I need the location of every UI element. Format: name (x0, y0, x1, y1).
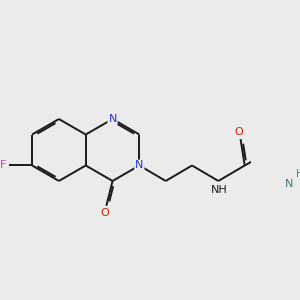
Text: O: O (234, 127, 243, 137)
Text: N: N (108, 114, 117, 124)
Text: H: H (296, 169, 300, 179)
Text: N: N (135, 160, 144, 170)
Text: F: F (0, 160, 6, 170)
Text: NH: NH (211, 185, 228, 195)
Text: O: O (100, 208, 109, 218)
Text: N: N (285, 178, 293, 188)
